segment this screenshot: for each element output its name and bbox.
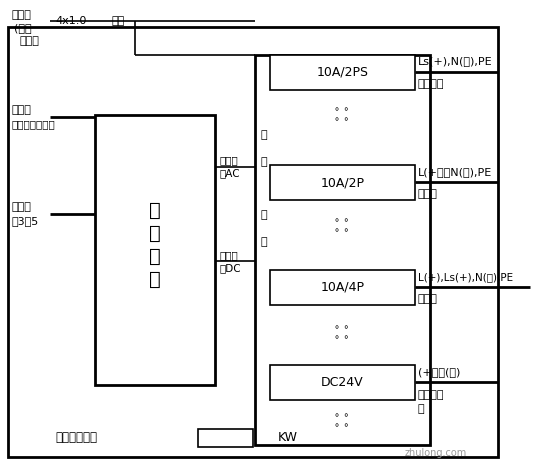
Bar [270, 270, 415, 305]
Text: (联动: (联动 [14, 23, 31, 33]
Bar [95, 115, 215, 385]
Text: 电: 电 [149, 200, 161, 219]
Text: 控: 控 [149, 246, 161, 266]
Text: 输: 输 [261, 130, 267, 140]
Text: 块: 块 [261, 237, 267, 247]
Text: 源3或5: 源3或5 [12, 216, 39, 226]
Text: 持续式: 持续式 [418, 189, 438, 199]
Text: 正常电: 正常电 [220, 155, 238, 165]
Text: 地面导光: 地面导光 [418, 390, 444, 400]
Text: 正常电: 正常电 [12, 202, 32, 212]
Text: 10A/2PS: 10A/2PS [317, 66, 369, 79]
Text: 模: 模 [261, 210, 267, 220]
Bar [270, 55, 415, 90]
Text: ∘ ∘: ∘ ∘ [334, 104, 350, 114]
Text: 应急电: 应急电 [12, 105, 32, 115]
Bar [270, 365, 415, 400]
Text: 制: 制 [149, 270, 161, 288]
Text: ∘ ∘: ∘ ∘ [334, 410, 350, 420]
Text: 应急电: 应急电 [220, 250, 238, 260]
Text: ∘ ∘: ∘ ∘ [334, 215, 350, 225]
Text: ∘ ∘: ∘ ∘ [334, 322, 350, 332]
Text: 额定应急功率: 额定应急功率 [55, 431, 97, 444]
Text: DC24V: DC24V [321, 376, 364, 389]
Bar [255, 55, 430, 445]
Text: 4x1.0: 4x1.0 [55, 16, 86, 26]
Text: ∘ ∘: ∘ ∘ [334, 420, 350, 430]
Text: （源），（－）: （源），（－） [12, 119, 56, 129]
Text: 源DC: 源DC [220, 263, 242, 273]
Text: 消防联: 消防联 [12, 10, 32, 20]
Text: 10A/2P: 10A/2P [320, 176, 365, 189]
Text: 10A/4P: 10A/4P [320, 281, 365, 294]
Text: 流: 流 [418, 404, 424, 414]
Text: L(+),Ls(+),N(－),PE: L(+),Ls(+),N(－),PE [418, 272, 513, 282]
Text: 可控式: 可控式 [418, 294, 438, 304]
Text: 源: 源 [149, 224, 161, 243]
Text: ∘ ∘: ∘ ∘ [334, 114, 350, 124]
Text: L(+），N(－),PE: L(+），N(－),PE [418, 167, 492, 177]
Text: 源AC: 源AC [220, 168, 241, 178]
Text: ∘ ∘: ∘ ∘ [334, 225, 350, 235]
Text: 非持续式: 非持续式 [418, 79, 444, 89]
Text: 监控: 监控 [112, 16, 125, 26]
Text: Ls(+),N(－),PE: Ls(+),N(－),PE [418, 56, 493, 66]
Bar [198, 429, 253, 447]
Text: 出: 出 [261, 157, 267, 167]
Text: KW: KW [278, 431, 298, 444]
Bar [270, 165, 415, 200]
Text: 点灯）: 点灯） [20, 36, 40, 46]
Text: ∘ ∘: ∘ ∘ [334, 332, 350, 342]
Text: zhulong.com: zhulong.com [405, 448, 467, 458]
Text: (+），(－): (+），(－) [418, 367, 460, 377]
